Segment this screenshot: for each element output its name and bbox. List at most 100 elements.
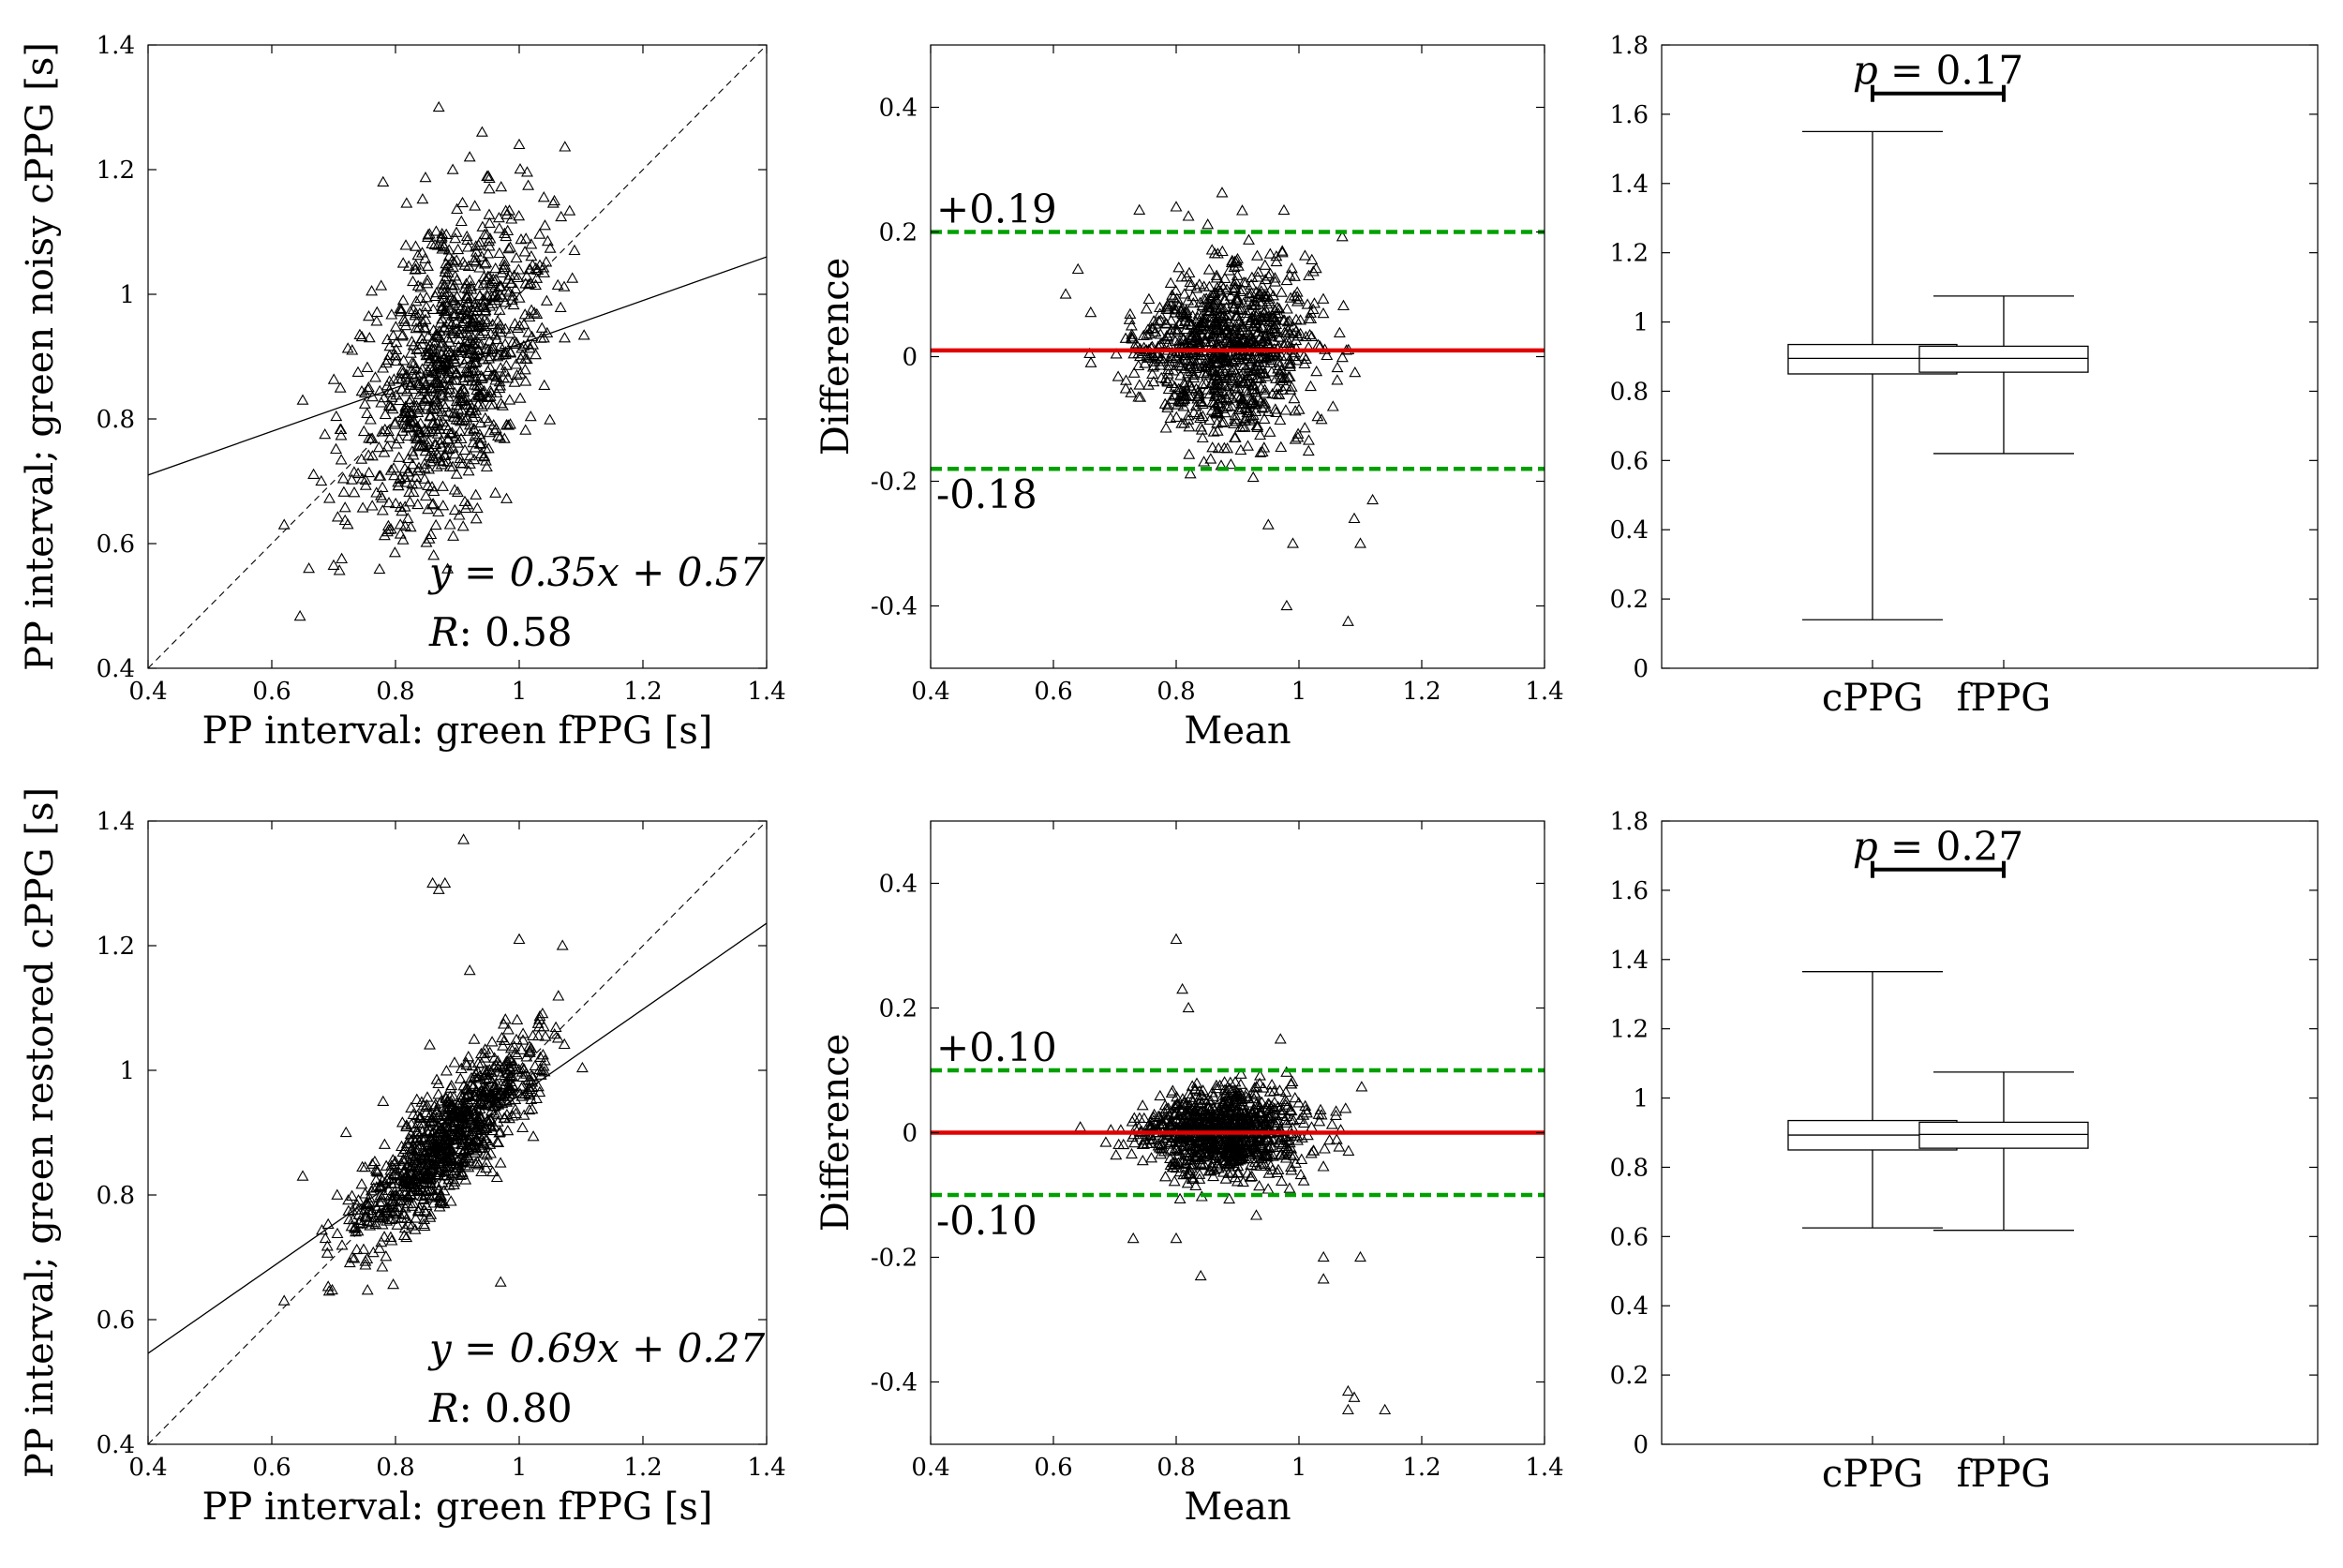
scatter-point <box>1256 279 1269 291</box>
scatter-point <box>430 460 443 471</box>
scatter-point <box>1354 1250 1366 1262</box>
scatter-point <box>1083 347 1097 358</box>
scatter-point <box>1284 1148 1297 1159</box>
scatter-point <box>416 363 428 374</box>
scatter-point <box>504 276 517 289</box>
scatter-point <box>460 230 473 242</box>
scatter-point <box>513 138 526 150</box>
scatter-point <box>453 1126 466 1137</box>
scatter-point <box>497 1039 510 1051</box>
y-tick-label-0-2: 0.8 <box>97 406 135 434</box>
y-tick-label-2-2: 0.4 <box>1610 516 1649 545</box>
scatter-point <box>442 386 455 397</box>
scatter-point <box>1258 401 1271 412</box>
scatter-point <box>373 1181 386 1192</box>
scatter-point <box>1285 1160 1297 1172</box>
scatter-point <box>455 395 468 406</box>
scatter-point <box>498 255 511 266</box>
scatter-point <box>1289 1091 1302 1103</box>
scatter-point <box>1278 1093 1291 1105</box>
scatter-point <box>395 382 409 395</box>
y-tick-label-0-5: 1.4 <box>97 32 135 60</box>
scatter-point <box>423 1120 435 1131</box>
scatter-point <box>396 257 410 268</box>
scatter-point <box>1197 410 1209 422</box>
scatter-point <box>420 349 433 360</box>
scatter-point <box>1141 329 1153 340</box>
scatter-point <box>433 324 446 336</box>
scatter-point <box>1178 288 1191 299</box>
scatter-point <box>361 361 374 372</box>
scatter-point <box>1188 1120 1201 1131</box>
scatter-point <box>1182 1150 1195 1161</box>
scatter-point <box>381 380 394 391</box>
scatter-point <box>1280 599 1293 611</box>
p-symbol: p <box>1853 48 1878 94</box>
scatter-point <box>373 384 386 396</box>
scatter-point <box>1246 1170 1259 1182</box>
scatter-point <box>458 443 471 455</box>
scatter-point <box>475 1057 488 1068</box>
scatter-point <box>470 488 483 500</box>
scatter-point <box>422 502 435 515</box>
scatter-point <box>363 1196 376 1208</box>
scatter-point <box>462 260 475 271</box>
scatter-point <box>1157 1113 1171 1124</box>
scatter-point <box>1198 455 1211 467</box>
scatter-point <box>1225 1137 1238 1148</box>
y-tick-label-2-8: 1.6 <box>1610 101 1649 129</box>
scatter-point <box>528 306 541 318</box>
y-tick-label-4-2: 0 <box>902 1120 918 1148</box>
scatter-point <box>1246 470 1260 483</box>
scatter-point <box>478 228 491 239</box>
scatter-point <box>404 1127 417 1140</box>
scatter-point <box>1272 363 1285 374</box>
scatter-point <box>482 415 495 426</box>
scatter-point <box>421 274 434 285</box>
scatter-point <box>494 1276 507 1287</box>
scatter-point <box>1170 201 1183 212</box>
scatter-point <box>432 359 445 371</box>
identity-line-0 <box>148 45 767 668</box>
scatter-point <box>1176 395 1189 406</box>
scatter-point <box>425 480 439 492</box>
scatter-point <box>467 318 480 329</box>
scatter-point <box>555 210 568 222</box>
scatter-point <box>362 383 375 395</box>
scatter-point <box>1267 1084 1280 1097</box>
scatter-point <box>1167 291 1180 303</box>
scatter-point <box>390 336 403 348</box>
scatter-point <box>1140 303 1153 314</box>
scatter-point <box>409 309 422 321</box>
x-axis-label-3: PP interval: green fPPG [s] <box>202 1486 713 1529</box>
scatter-point <box>362 381 375 393</box>
scatter-point <box>400 422 413 433</box>
y-tick-label-2-7: 1.4 <box>1610 171 1649 199</box>
scatter-point <box>538 1054 551 1066</box>
scatter-point <box>418 1131 431 1142</box>
scatter-point <box>510 337 522 350</box>
scatter-point <box>1126 332 1139 344</box>
scatter-point <box>535 321 548 333</box>
scatter-point <box>1159 317 1172 328</box>
scatter-point <box>463 274 476 285</box>
scatter-point <box>1337 299 1350 311</box>
scatter-point <box>444 1142 457 1154</box>
scatter-point <box>481 1149 493 1160</box>
scatter-points-0 <box>277 100 590 621</box>
scatter-point <box>501 1124 515 1136</box>
scatter-point <box>1256 321 1269 332</box>
scatter-point <box>1294 314 1307 325</box>
scatter-point <box>1155 1148 1168 1159</box>
scatter-point <box>498 347 511 358</box>
scatter-points-4 <box>1074 933 1392 1415</box>
scatter-point <box>1310 365 1323 377</box>
scatter-point <box>467 336 480 348</box>
scatter-point <box>441 332 455 343</box>
scatter-point <box>1218 1096 1231 1107</box>
scatter-point <box>460 291 473 304</box>
scatter-point <box>479 1043 492 1054</box>
scatter-point <box>390 1207 403 1219</box>
scatter-point <box>1210 272 1223 283</box>
